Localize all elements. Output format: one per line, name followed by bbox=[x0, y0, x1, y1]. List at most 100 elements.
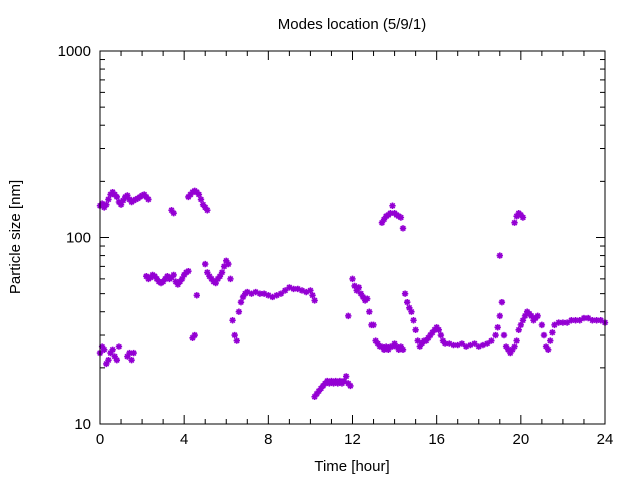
data-point bbox=[265, 292, 272, 299]
data-point bbox=[502, 343, 510, 350]
data-point bbox=[488, 337, 495, 344]
data-point bbox=[98, 343, 106, 350]
data-point bbox=[345, 312, 352, 320]
data-point bbox=[429, 329, 436, 336]
data-point bbox=[389, 343, 396, 350]
data-point bbox=[180, 271, 188, 279]
data-point bbox=[374, 340, 381, 347]
data-point bbox=[342, 373, 350, 380]
data-point bbox=[538, 321, 546, 329]
data-point bbox=[189, 334, 196, 341]
data-point bbox=[124, 353, 131, 360]
data-point bbox=[235, 308, 243, 315]
data-point bbox=[511, 343, 518, 350]
data-point bbox=[441, 340, 449, 347]
data-point bbox=[589, 317, 596, 324]
data-point bbox=[239, 293, 247, 301]
data-point bbox=[401, 290, 409, 297]
data-point bbox=[349, 275, 356, 283]
data-point bbox=[237, 298, 245, 306]
data-point bbox=[395, 346, 402, 353]
data-point bbox=[317, 385, 325, 392]
data-point bbox=[212, 279, 219, 287]
data-point bbox=[418, 340, 426, 347]
data-point bbox=[277, 290, 285, 297]
data-point bbox=[515, 326, 522, 333]
data-point bbox=[309, 292, 316, 299]
data-point bbox=[416, 343, 424, 350]
data-point bbox=[471, 340, 478, 347]
data-point bbox=[391, 340, 398, 347]
data-point bbox=[185, 267, 192, 275]
data-point bbox=[220, 263, 228, 270]
data-point bbox=[521, 312, 529, 320]
data-point bbox=[366, 308, 373, 315]
data-point bbox=[498, 298, 506, 306]
data-point bbox=[370, 321, 377, 329]
data-point bbox=[313, 390, 320, 398]
data-point bbox=[597, 317, 604, 324]
data-point bbox=[168, 274, 175, 281]
data-point bbox=[105, 196, 112, 203]
data-point bbox=[294, 285, 301, 293]
data-point bbox=[496, 312, 503, 320]
data-point bbox=[353, 287, 360, 294]
data-point bbox=[422, 337, 430, 344]
data-point bbox=[439, 337, 447, 344]
data-point bbox=[378, 219, 386, 226]
data-point bbox=[286, 284, 293, 291]
data-point bbox=[119, 197, 127, 204]
data-point bbox=[414, 337, 421, 344]
data-point bbox=[176, 278, 184, 285]
data-point bbox=[494, 324, 501, 331]
data-point bbox=[454, 341, 461, 349]
data-point bbox=[218, 269, 226, 276]
data-point bbox=[252, 288, 259, 296]
data-point bbox=[364, 295, 371, 302]
data-point bbox=[584, 314, 592, 322]
data-point bbox=[113, 193, 121, 201]
data-point bbox=[551, 321, 558, 329]
data-point bbox=[568, 317, 575, 324]
data-point bbox=[147, 274, 154, 281]
data-point bbox=[172, 278, 179, 285]
data-point bbox=[437, 331, 445, 339]
data-point bbox=[593, 317, 600, 324]
data-point bbox=[231, 331, 238, 339]
data-point bbox=[162, 275, 169, 283]
data-point bbox=[117, 201, 125, 208]
data-point bbox=[372, 337, 379, 344]
data-point bbox=[174, 281, 182, 288]
y-axis-title: Particle size [nm] bbox=[7, 180, 24, 294]
data-point bbox=[389, 202, 396, 209]
data-point bbox=[202, 260, 209, 268]
data-point bbox=[519, 317, 527, 324]
data-point bbox=[260, 290, 268, 297]
data-point bbox=[397, 214, 405, 221]
data-point bbox=[229, 317, 236, 324]
data-point bbox=[467, 341, 474, 349]
data-point bbox=[547, 337, 554, 344]
data-point bbox=[483, 340, 491, 347]
data-point bbox=[227, 275, 234, 283]
data-point bbox=[450, 341, 457, 349]
data-point bbox=[199, 201, 207, 208]
data-point bbox=[378, 343, 386, 350]
data-point bbox=[103, 201, 110, 208]
data-point bbox=[517, 321, 525, 329]
data-point bbox=[202, 204, 209, 211]
data-point bbox=[408, 308, 415, 315]
data-point bbox=[159, 278, 167, 285]
data-point bbox=[128, 356, 135, 364]
y-tick-label: 100 bbox=[66, 230, 91, 247]
data-point bbox=[126, 349, 133, 357]
data-point bbox=[109, 346, 116, 353]
data-point bbox=[559, 319, 567, 326]
data-point bbox=[290, 285, 297, 293]
data-point bbox=[256, 290, 264, 297]
data-point bbox=[273, 292, 280, 299]
data-point bbox=[126, 196, 133, 203]
data-point bbox=[193, 292, 200, 299]
data-point bbox=[475, 343, 482, 350]
data-point bbox=[101, 346, 108, 353]
